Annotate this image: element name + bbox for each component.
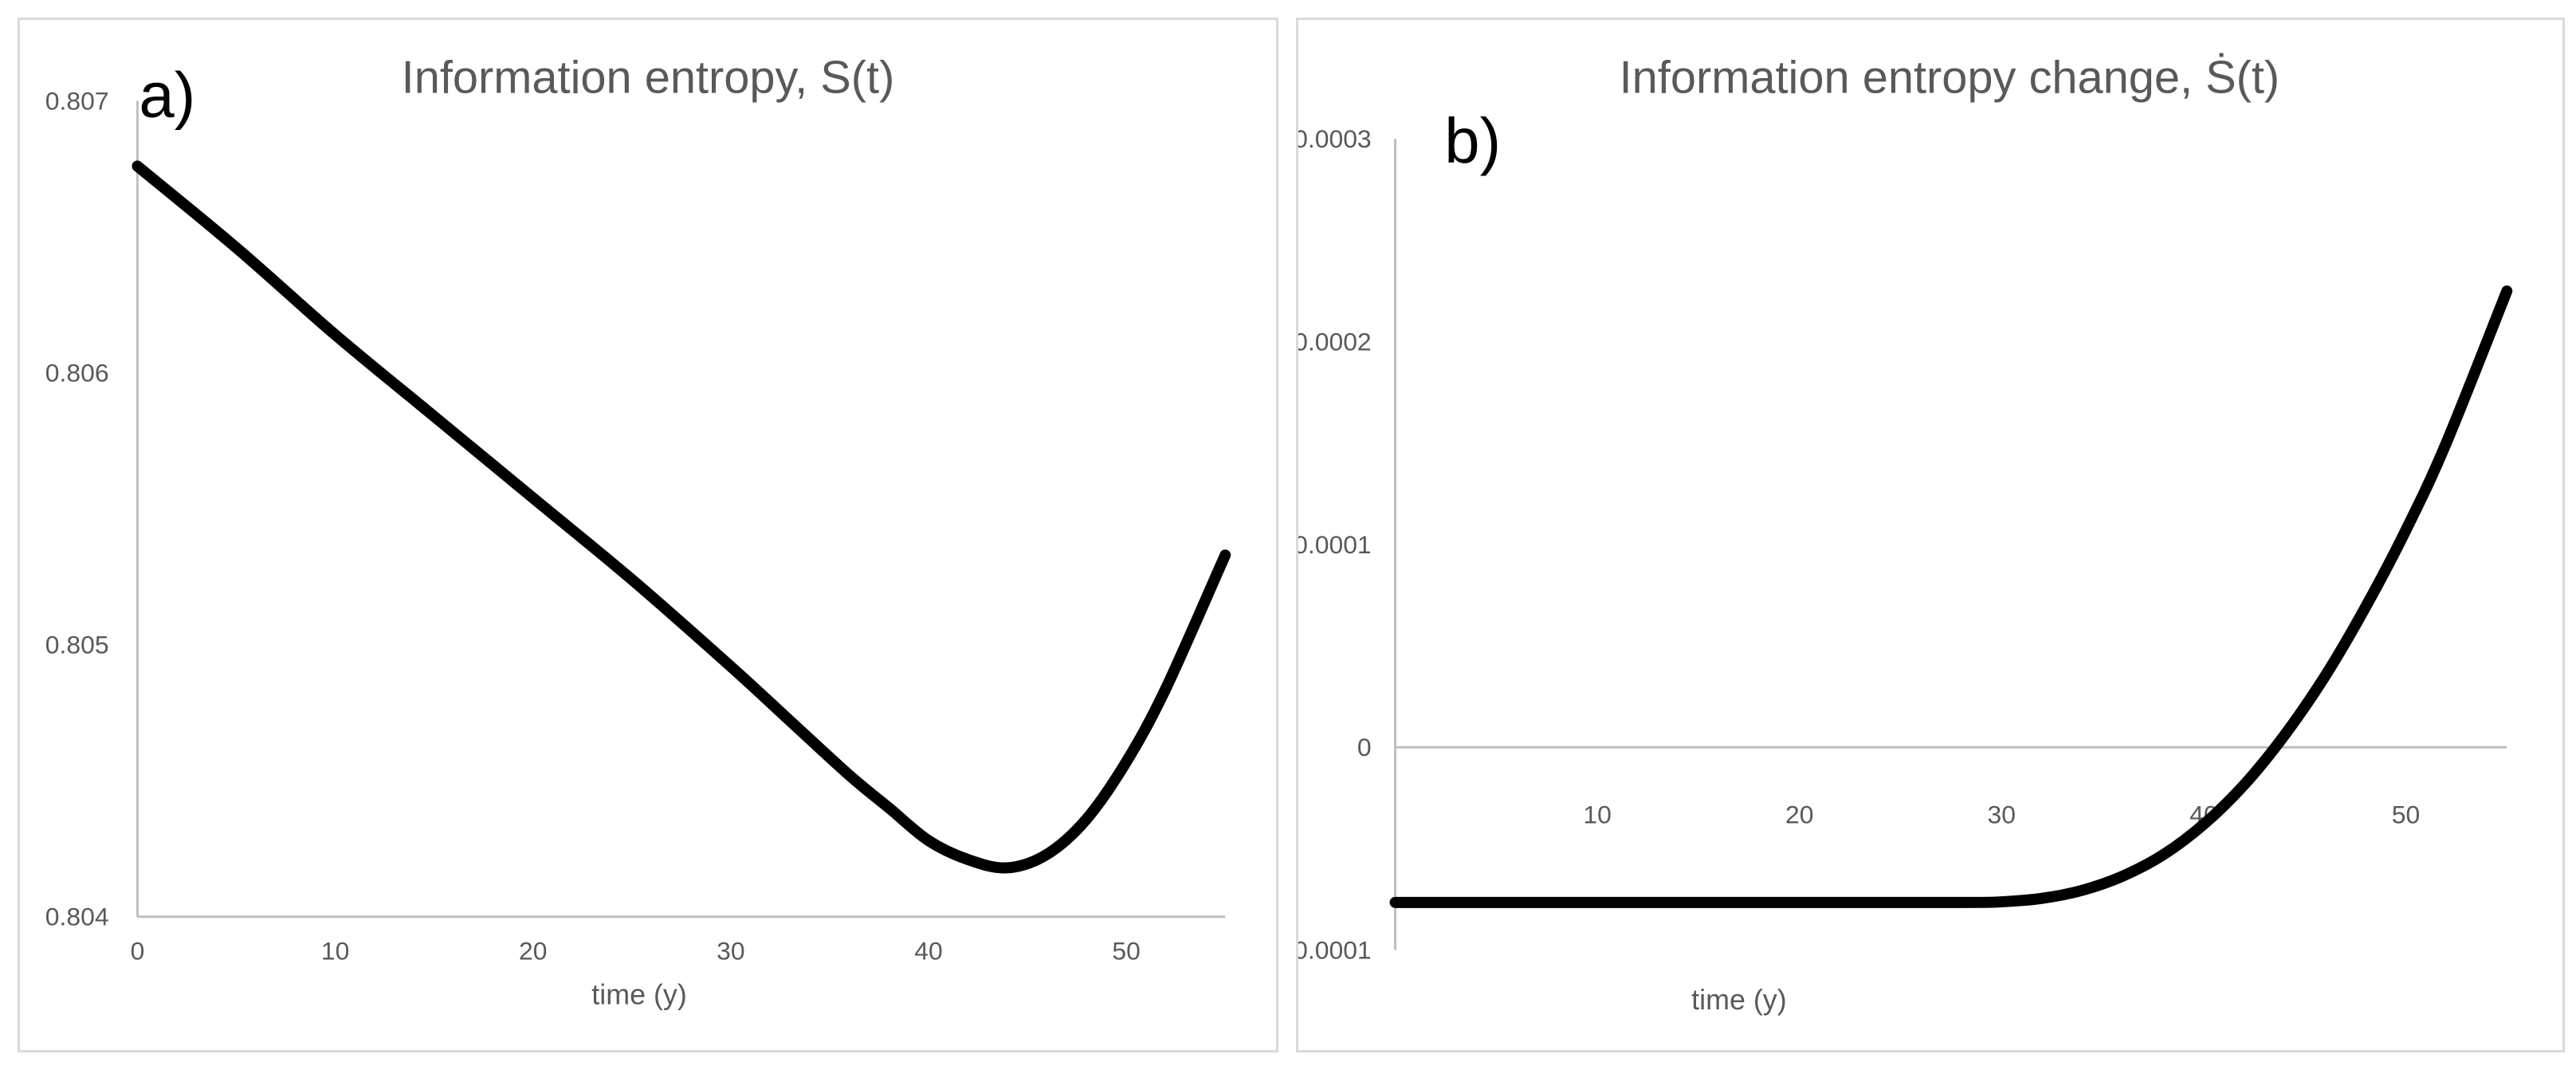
x-tick-label: 10: [1583, 800, 1611, 828]
x-tick-label: 50: [2392, 800, 2420, 828]
y-tick-label: 0.0001: [1298, 530, 1372, 559]
x-tick-label: 30: [1988, 800, 2016, 828]
y-tick-label: 0.805: [45, 631, 109, 659]
y-tick-label: 0.0002: [1298, 328, 1372, 356]
chart-panel-a: Information entropy, S(t) a) time (y) 0.…: [18, 18, 1278, 1052]
y-tick-label: 0: [1357, 733, 1372, 761]
x-tick-label: 30: [717, 937, 744, 966]
y-tick-label: 0.807: [45, 86, 109, 115]
y-tick-label: -0.0001: [1298, 936, 1372, 965]
y-tick-label: 0.0003: [1298, 124, 1372, 153]
series-line: [132, 160, 1231, 874]
x-axis-title: time (y): [1691, 984, 1786, 1016]
x-axis-title: time (y): [591, 978, 686, 1010]
chart-panel-b: Information entropy change, Ṡ(t) b) time…: [1296, 18, 2565, 1052]
series-line: [1389, 285, 2513, 908]
x-tick-label: 50: [1112, 937, 1140, 966]
x-tick-label: 20: [519, 937, 547, 966]
x-tick-label: 20: [1785, 800, 1813, 828]
entropy-change-chart: Information entropy change, Ṡ(t) b) time…: [1298, 53, 2513, 1016]
panel-label: a): [139, 59, 195, 130]
x-tick-label: 10: [321, 937, 349, 966]
y-tick-label: 0.806: [45, 359, 109, 388]
chart-title: Information entropy change, Ṡ(t): [1620, 53, 2280, 104]
chart-title: Information entropy, S(t): [402, 53, 895, 104]
panel-label: b): [1444, 105, 1501, 176]
y-tick-label: 0.804: [45, 903, 109, 931]
x-tick-label: 0: [131, 937, 145, 966]
x-tick-label: 40: [914, 937, 942, 966]
entropy-chart: Information entropy, S(t) a) time (y) 0.…: [45, 53, 1231, 1010]
